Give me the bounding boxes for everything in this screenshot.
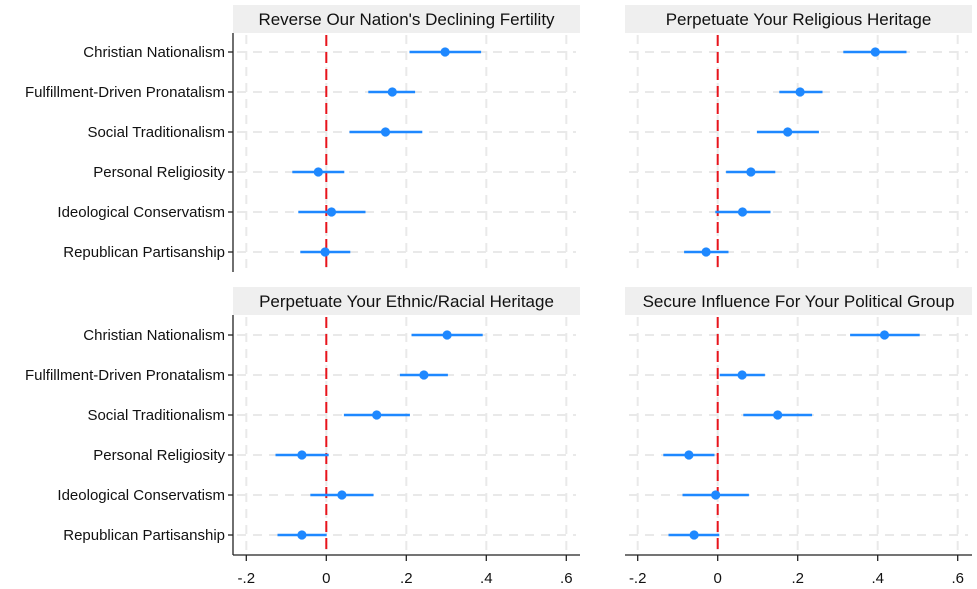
panel-title: Secure Influence For Your Political Grou… bbox=[643, 292, 955, 311]
x-tick-label: .2 bbox=[791, 570, 804, 587]
point-estimate bbox=[737, 370, 747, 380]
point-estimate bbox=[372, 410, 382, 420]
y-tick-label: Christian Nationalism bbox=[83, 44, 225, 61]
y-tick-label: Personal Religiosity bbox=[93, 164, 225, 181]
point-estimate bbox=[442, 330, 452, 340]
x-tick-label: .6 bbox=[560, 570, 573, 587]
y-tick-label: Fulfillment-Driven Pronatalism bbox=[25, 367, 225, 384]
panel-top-right: Perpetuate Your Religious Heritage bbox=[625, 5, 972, 272]
y-tick-label: Republican Partisanship bbox=[63, 527, 225, 544]
panel-top-left: Reverse Our Nation's Declining Fertility… bbox=[25, 5, 580, 272]
panel-title-bar bbox=[233, 5, 580, 33]
point-estimate bbox=[440, 47, 450, 57]
panel-title: Perpetuate Your Ethnic/Racial Heritage bbox=[259, 292, 554, 311]
x-tick-label: .4 bbox=[871, 570, 884, 587]
point-estimate bbox=[337, 490, 347, 500]
point-estimate bbox=[773, 410, 783, 420]
point-estimate bbox=[419, 370, 429, 380]
x-tick-label: 0 bbox=[714, 570, 722, 587]
point-estimate bbox=[795, 87, 805, 97]
y-tick-label: Republican Partisanship bbox=[63, 244, 225, 261]
x-tick-label: .2 bbox=[400, 570, 413, 587]
x-tick-label: 0 bbox=[322, 570, 330, 587]
panel-bottom-left: Perpetuate Your Ethnic/Racial Heritage Ch… bbox=[25, 287, 580, 587]
point-estimate bbox=[879, 330, 890, 340]
y-tick-label: Fulfillment-Driven Pronatalism bbox=[25, 84, 225, 101]
x-tick-label: -.2 bbox=[238, 570, 256, 587]
point-estimate bbox=[387, 87, 397, 97]
point-estimate bbox=[684, 450, 694, 460]
y-tick-label: Ideological Conservatism bbox=[57, 487, 225, 504]
point-estimate bbox=[326, 207, 337, 217]
point-estimate bbox=[313, 167, 323, 177]
y-tick-label: Christian Nationalism bbox=[83, 327, 225, 344]
point-estimate bbox=[870, 47, 880, 57]
y-tick-label: Social Traditionalism bbox=[87, 124, 225, 141]
panel-title-bar bbox=[233, 287, 580, 315]
point-estimate bbox=[711, 490, 721, 500]
panel-title: Reverse Our Nation's Declining Fertility bbox=[258, 10, 555, 29]
panel-bottom-right: Secure Influence For Your Political Grou… bbox=[625, 287, 972, 587]
x-tick-label: -.2 bbox=[629, 570, 647, 587]
panel-title-bar bbox=[625, 287, 972, 315]
point-estimate bbox=[320, 247, 330, 257]
x-tick-label: .4 bbox=[480, 570, 493, 587]
panel-title: Perpetuate Your Religious Heritage bbox=[666, 10, 932, 29]
y-tick-label: Social Traditionalism bbox=[87, 407, 225, 424]
point-estimate bbox=[689, 530, 699, 540]
point-estimate bbox=[701, 247, 711, 257]
point-estimate bbox=[746, 167, 756, 177]
y-tick-label: Personal Religiosity bbox=[93, 447, 225, 464]
point-estimate bbox=[297, 530, 307, 540]
panel-title-bar bbox=[625, 5, 972, 33]
x-tick-label: .6 bbox=[951, 570, 964, 587]
point-estimate bbox=[783, 127, 793, 137]
point-estimate bbox=[380, 127, 391, 137]
point-estimate bbox=[737, 207, 748, 217]
y-tick-label: Ideological Conservatism bbox=[57, 204, 225, 221]
point-estimate bbox=[297, 450, 307, 460]
